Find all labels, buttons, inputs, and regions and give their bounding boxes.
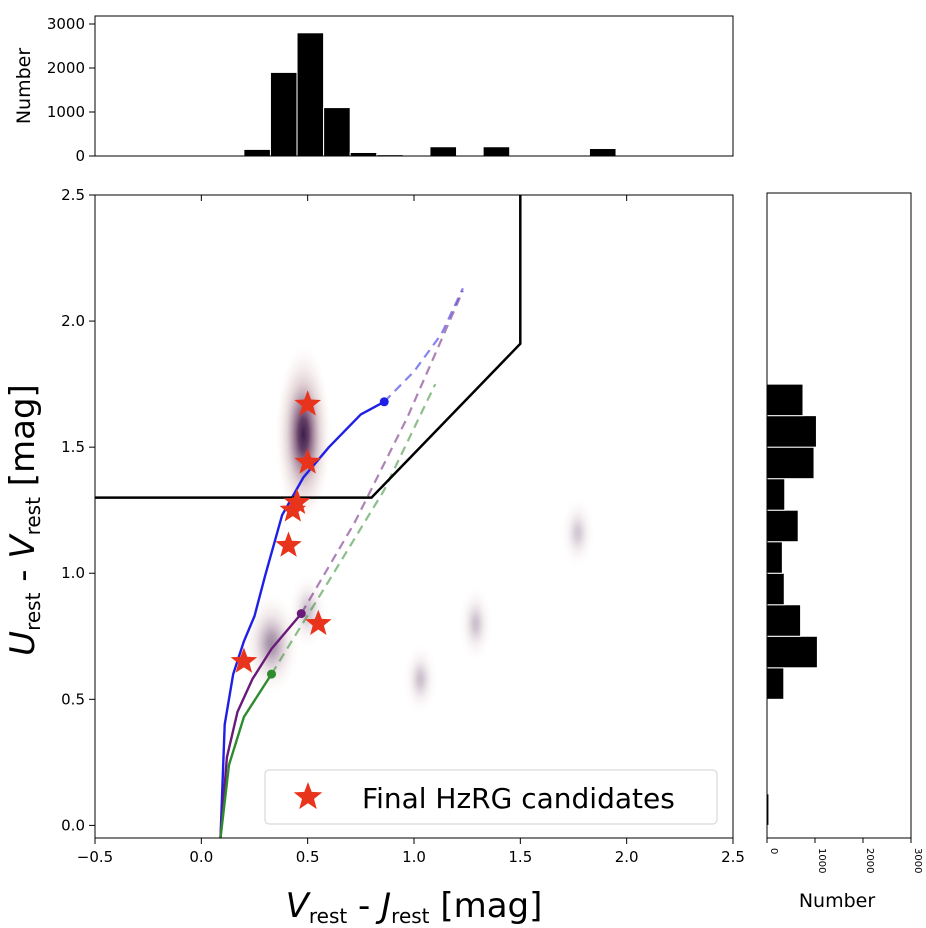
- right-histogram-bar: [766, 509, 799, 543]
- density-blob-2: [288, 573, 327, 649]
- right-xtick-label: 1000: [816, 848, 827, 873]
- xlabel-dash: -: [347, 886, 381, 926]
- right-xtick-label: 2000: [864, 848, 875, 873]
- density-blob-4: [458, 585, 493, 662]
- xlabel-unit: [mag]: [430, 886, 543, 926]
- green-track-endpoint: [267, 669, 277, 679]
- right-xtick-label: 0: [768, 848, 779, 854]
- main-xtick-label: 1.5: [508, 848, 532, 866]
- model-tracks: [219, 287, 464, 838]
- right-histogram-bar: [766, 667, 785, 700]
- ylabel-rest1: rest: [21, 592, 45, 631]
- right-histogram-bar: [766, 604, 802, 637]
- right-histogram-bar: [766, 383, 804, 417]
- main-xtick-label: −0.5: [77, 848, 113, 866]
- top-ytick-label: 2000: [47, 59, 85, 77]
- right-histogram-bar: [766, 415, 817, 448]
- top-histogram-frame: [94, 15, 734, 157]
- density-blob-3: [403, 643, 438, 715]
- top-histogram-bar: [323, 107, 351, 157]
- right-histogram-xticks: 0 1000 2000 3000: [766, 838, 923, 873]
- main-ytick-label: 1.5: [61, 438, 85, 456]
- right-histogram-bar: [766, 541, 783, 574]
- top-histogram: 0 1000 2000 3000 Number: [13, 15, 734, 165]
- green-track-dashed: [270, 383, 437, 675]
- right-histogram-xlabel: Number: [799, 890, 876, 912]
- ylabel-dash: -: [3, 559, 43, 593]
- top-histogram-ylabel: Number: [13, 48, 35, 125]
- ylabel-u: U: [3, 631, 43, 656]
- right-histogram-frame: [766, 192, 912, 839]
- main-ytick-label: 1.0: [61, 564, 85, 582]
- top-histogram-yticks: 0 1000 2000 3000: [47, 15, 95, 165]
- main-ytick-label: 0.0: [61, 816, 85, 834]
- ylabel-v: V: [3, 533, 43, 559]
- top-histogram-bar: [349, 151, 378, 157]
- candidate-star-1: [294, 448, 321, 474]
- green-track-solid: [219, 673, 273, 838]
- top-histogram-bar: [482, 146, 511, 157]
- main-xtick-label: 0.0: [189, 848, 213, 866]
- candidate-star-2: [283, 488, 311, 514]
- xlabel-v: V: [286, 886, 312, 926]
- legend-star-marker: [293, 782, 323, 810]
- right-histogram-bar: [766, 572, 785, 606]
- main-xtick-label: 2.0: [615, 848, 639, 866]
- top-histogram-bar: [296, 32, 325, 157]
- main-ytick-label: 0.5: [61, 690, 85, 708]
- top-ytick-label: 1000: [47, 103, 85, 121]
- candidate-star-5: [305, 609, 332, 635]
- candidate-stars: [230, 390, 332, 673]
- density-blob-0: [275, 346, 332, 523]
- legend-box: [264, 769, 718, 825]
- candidate-star-6: [230, 647, 258, 673]
- main-yticks: 0.0 0.5 1.0 1.5 2.0 2.5: [61, 186, 95, 834]
- right-xtick-label: 3000: [912, 848, 923, 873]
- purple-track-dashed: [300, 290, 464, 615]
- main-plot-frame: [94, 194, 734, 839]
- main-ytick-label: 2.5: [61, 186, 85, 204]
- main-xtick-label: 1.0: [402, 848, 426, 866]
- purple-track-solid: [219, 612, 303, 838]
- main-panel: −0.5 0.0 0.5 1.0 1.5 2.0 2.5 0.0 0.5 1.0 1.5 2.0 2.…: [3, 186, 745, 928]
- top-histogram-bar: [243, 148, 271, 157]
- density-blob-5: [560, 497, 595, 569]
- purple-track-endpoint: [296, 609, 306, 619]
- blue-track-solid: [219, 400, 385, 838]
- legend-label: Final HzRG candidates: [362, 782, 675, 815]
- blue-track-endpoint: [379, 397, 389, 407]
- top-ytick-label: 3000: [47, 15, 85, 33]
- top-histogram-bars: [243, 32, 617, 157]
- top-histogram-bar: [269, 71, 298, 157]
- top-ytick-label: 0: [75, 147, 85, 165]
- ylabel-rest2: rest: [21, 497, 45, 536]
- density-contours: [243, 346, 595, 715]
- right-histogram-bar: [766, 635, 818, 669]
- main-xlabel: Vrest - Jrest [mag]: [286, 886, 543, 928]
- selection-boundary: [95, 195, 522, 499]
- main-xticks: −0.5 0.0 0.5 1.0 1.5 2.0 2.5: [77, 195, 745, 866]
- xlabel-rest2: rest: [391, 904, 430, 928]
- legend: Final HzRG candidates: [264, 769, 718, 825]
- ylabel-unit: [mag]: [3, 384, 43, 497]
- right-histogram-bars: [766, 383, 818, 826]
- right-histogram: 0 1000 2000 3000 Number: [766, 192, 923, 912]
- main-ylabel: Urest - Vrest [mag]: [3, 384, 45, 656]
- candidate-star-4: [275, 531, 302, 557]
- right-histogram-bar: [766, 446, 815, 480]
- main-ytick-label: 2.0: [61, 312, 85, 330]
- candidate-star-3: [279, 496, 307, 522]
- xlabel-rest1: rest: [309, 904, 348, 928]
- top-histogram-bar: [588, 148, 617, 157]
- main-xtick-label: 0.5: [296, 848, 320, 866]
- blue-track-dashed: [383, 287, 464, 403]
- main-xtick-label: 2.5: [721, 848, 745, 866]
- right-histogram-bar: [766, 478, 786, 511]
- candidate-star-0: [294, 390, 321, 416]
- top-histogram-bar: [429, 146, 458, 157]
